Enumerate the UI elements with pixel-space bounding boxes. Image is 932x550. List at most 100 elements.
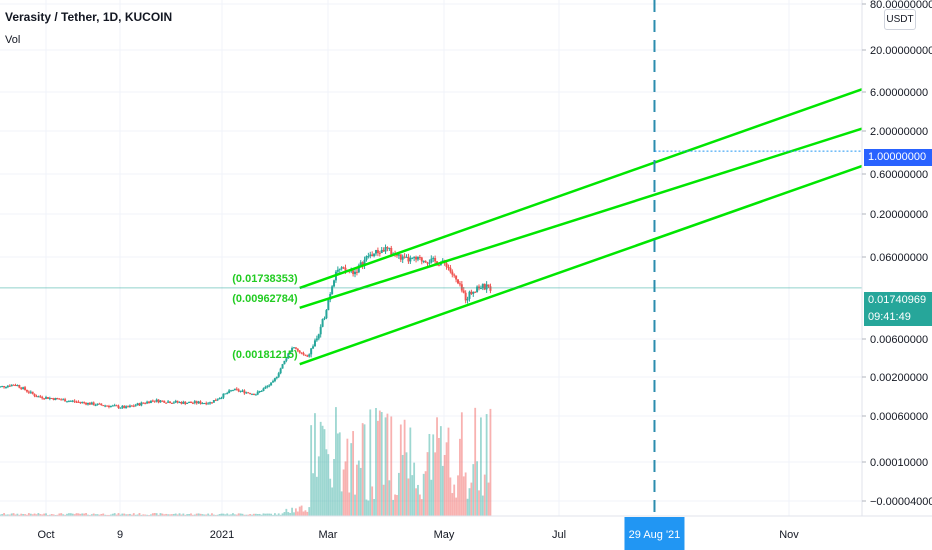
volume-bar	[428, 433, 431, 516]
volume-bar	[418, 494, 421, 516]
volume-bar	[378, 410, 381, 516]
volume-bar	[130, 514, 133, 516]
volume-bar	[216, 514, 219, 516]
volume-bar	[85, 513, 87, 516]
volume-bar	[306, 511, 309, 516]
volume-bar	[356, 464, 358, 516]
candle-body	[357, 265, 360, 273]
volume-bar	[241, 513, 244, 516]
currency-button[interactable]: USDT	[884, 9, 916, 30]
candle-body	[172, 402, 175, 404]
volume-bar	[323, 429, 326, 516]
date-marker-label: 29 Aug '21	[629, 529, 681, 541]
candle-body	[252, 393, 255, 395]
volume-bar	[31, 514, 34, 516]
volume-bar	[75, 513, 78, 516]
volume-bar	[375, 408, 377, 516]
candle-body	[151, 400, 154, 402]
price-axis[interactable]: 80.00000000 20.00000000 6.00000000 2.000000…	[861, 0, 932, 516]
candle-body	[382, 249, 385, 252]
candle-body	[375, 250, 377, 254]
volume-bar	[397, 472, 400, 516]
volume-bar	[109, 514, 112, 516]
channel-label: (0.00181215)	[232, 349, 298, 361]
candle-body	[230, 390, 233, 392]
volume-bar	[329, 478, 332, 516]
candle-body	[107, 405, 110, 408]
candle-body	[333, 280, 336, 287]
volume-bar	[220, 513, 223, 516]
trend-channel[interactable]: (0.01738353) (0.00962784) (0.00181215)	[232, 85, 871, 366]
time-axis[interactable]: Oct 9 2021 Mar May Jul Nov 29 Aug '21	[0, 515, 932, 550]
volume-bar	[171, 514, 173, 516]
candle-body	[189, 401, 192, 403]
volume-bar	[88, 514, 91, 516]
candle-body	[386, 247, 389, 249]
volume-bar	[163, 514, 166, 516]
grid	[0, 0, 862, 516]
volume-bar	[466, 498, 469, 516]
volume-bar	[266, 513, 269, 516]
candle-body	[258, 391, 261, 393]
volume-bar	[184, 514, 187, 516]
candle-body	[43, 398, 46, 400]
candle-body	[476, 286, 479, 292]
candle-body	[8, 385, 11, 387]
volume-bar	[87, 514, 89, 516]
volume-bar	[441, 465, 444, 516]
candle-body	[46, 397, 49, 399]
volume-bar	[483, 474, 486, 516]
candle-body	[451, 271, 454, 275]
candle-body	[165, 402, 168, 404]
volume-bar	[361, 423, 364, 516]
candle-body	[201, 403, 204, 405]
candle-body	[113, 405, 116, 407]
volume-bar	[222, 513, 225, 516]
candle-body	[327, 299, 330, 311]
volume-bar	[161, 513, 164, 516]
price-tick-label: 0.06000000	[870, 252, 928, 264]
volume-bar	[201, 514, 204, 516]
volume-bar	[291, 507, 293, 516]
volume-bar	[226, 513, 229, 516]
volume-bar	[134, 514, 137, 516]
volume-bar	[5, 514, 7, 516]
volume-bar	[319, 421, 322, 516]
candle-body	[66, 401, 68, 403]
volume-bar	[304, 510, 307, 516]
volume-bar	[232, 513, 234, 516]
volume-bar	[470, 482, 473, 516]
candle-body	[29, 391, 32, 393]
candle-body	[170, 402, 173, 404]
candle-body	[155, 399, 158, 402]
candle-body	[489, 286, 492, 291]
volume-bar	[476, 461, 478, 516]
time-axis-bg	[0, 516, 932, 550]
candle-body	[415, 256, 418, 260]
candle-body	[14, 385, 17, 387]
candle-body	[180, 402, 183, 404]
volume-bar	[274, 513, 276, 516]
candle-body	[464, 292, 467, 301]
candle-body	[35, 396, 38, 398]
volume-bar	[371, 486, 374, 516]
candle-body	[266, 386, 269, 388]
candle-body	[355, 271, 358, 273]
volume-bar	[90, 514, 93, 516]
candle-body	[285, 358, 288, 361]
price-tick-label: 6.00000000	[870, 87, 928, 99]
candle-body	[109, 405, 112, 408]
volume-bar	[1, 514, 4, 516]
candle-body	[289, 351, 292, 354]
candle-body	[422, 260, 425, 262]
volume-bar	[233, 514, 236, 516]
candle-body	[188, 401, 191, 403]
price-tick-label: 0.00010000	[870, 457, 928, 469]
candle-body	[1, 386, 4, 388]
candle-body	[371, 254, 374, 257]
time-tick-label: 9	[117, 529, 123, 541]
candle-body	[224, 393, 227, 395]
candle-body	[325, 310, 328, 319]
volume-bar	[392, 499, 395, 516]
